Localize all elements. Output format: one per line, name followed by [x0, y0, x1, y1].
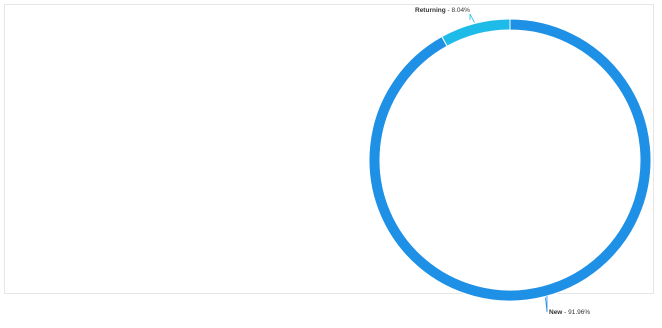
- leader-line-returning: [469, 13, 475, 23]
- slice-new[interactable]: [368, 18, 652, 302]
- chart-card: [4, 4, 654, 294]
- slices-layer: [368, 18, 652, 302]
- data-label-name: New: [549, 309, 563, 316]
- data-label-value: - 91.96%: [562, 309, 590, 316]
- leader-line-new: [545, 296, 548, 313]
- data-label-value: - 8.04%: [446, 7, 470, 14]
- data-label-returning: Returning - 8.04%: [415, 7, 470, 14]
- data-label-new: New - 91.96%: [549, 309, 590, 316]
- data-label-name: Returning: [415, 7, 446, 14]
- slice-returning[interactable]: [441, 18, 511, 47]
- labels-layer: Returning - 8.04% New - 91.96%: [415, 7, 590, 316]
